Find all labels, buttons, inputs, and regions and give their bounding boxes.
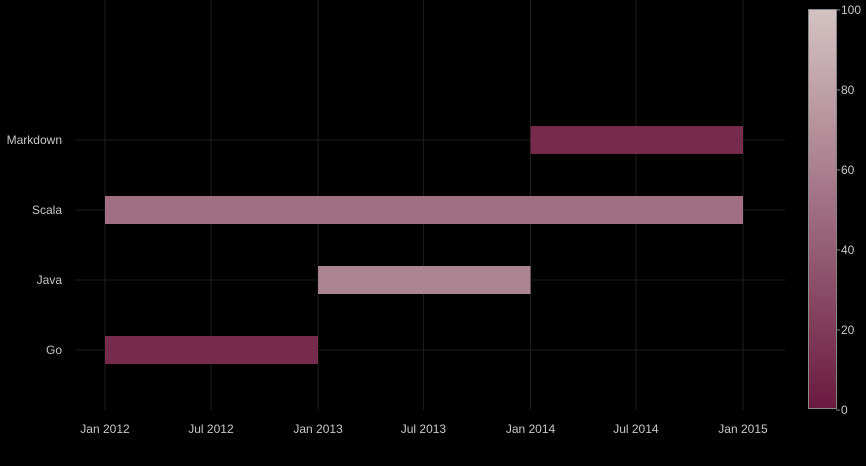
y-tick-label: Markdown [7,133,62,147]
y-tick-label: Go [46,343,62,357]
x-tick-labels: Jan 2012 Jul 2012 Jan 2013 Jul 2013 Jan 2014… [80,422,768,436]
y-tick-label: Java [37,273,63,287]
colorbar-tick-label: 20 [841,323,855,337]
x-tick-label: Jan 2014 [506,422,556,436]
x-tick-label: Jul 2013 [401,422,447,436]
colorbar-tick-label: 80 [841,83,855,97]
x-tick-label: Jul 2014 [613,422,659,436]
x-tick-label: Jan 2015 [718,422,768,436]
colorbar-tick-labels: 0 20 40 60 80 100 [836,3,861,417]
colorbar-tick-label: 60 [841,163,855,177]
x-tick-label: Jan 2013 [293,422,343,436]
colorbar-tick-label: 40 [841,243,855,257]
x-tick-label: Jan 2012 [80,422,130,436]
colorbar-gradient [808,9,837,409]
bar-go[interactable] [105,336,319,364]
bars [105,126,743,364]
y-tick-label: Scala [32,203,62,217]
colorbar-tick-label: 0 [841,403,848,417]
colorbar: 0 20 40 60 80 100 [808,3,861,417]
y-tick-labels: Go Java Scala Markdown [7,133,63,357]
bar-scala[interactable] [105,196,743,224]
x-tick-label: Jul 2012 [188,422,234,436]
bar-markdown[interactable] [530,126,743,154]
colorbar-tick-label: 100 [841,3,861,17]
bar-java[interactable] [318,266,531,294]
